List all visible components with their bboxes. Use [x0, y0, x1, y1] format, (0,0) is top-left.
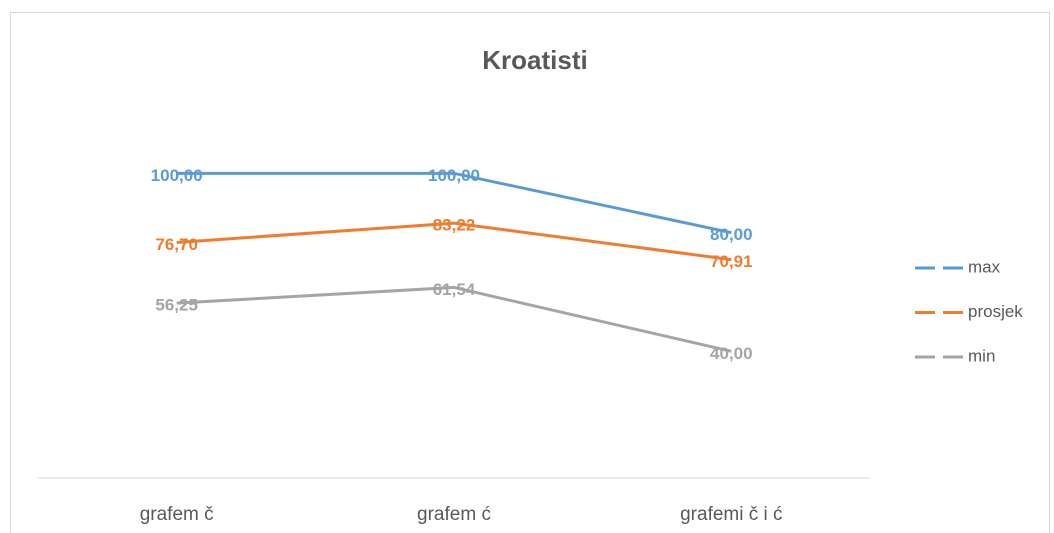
data-label: 40,00	[710, 344, 753, 363]
chart-border	[10, 12, 1050, 533]
chart-title: Kroatisti	[482, 45, 587, 75]
x-tick-label: grafemi č i ć	[680, 504, 782, 525]
legend-label: max	[968, 257, 1001, 276]
legend-label: min	[968, 346, 995, 365]
data-label: 83,22	[433, 216, 476, 235]
data-label: 80,00	[710, 225, 753, 244]
data-label: 61,54	[433, 280, 476, 299]
x-tick-label: grafem ć	[417, 504, 491, 525]
legend-label: prosjek	[968, 302, 1023, 321]
data-label: 100,00	[151, 166, 203, 185]
data-label: 56,25	[155, 296, 198, 315]
x-tick-label: grafem č	[140, 504, 214, 525]
series-line	[176, 285, 732, 353]
data-label: 76,70	[155, 235, 198, 254]
series-line	[176, 171, 732, 235]
series-line	[176, 221, 732, 262]
data-label: 100,00	[428, 166, 480, 185]
data-label: 70,91	[710, 252, 753, 271]
